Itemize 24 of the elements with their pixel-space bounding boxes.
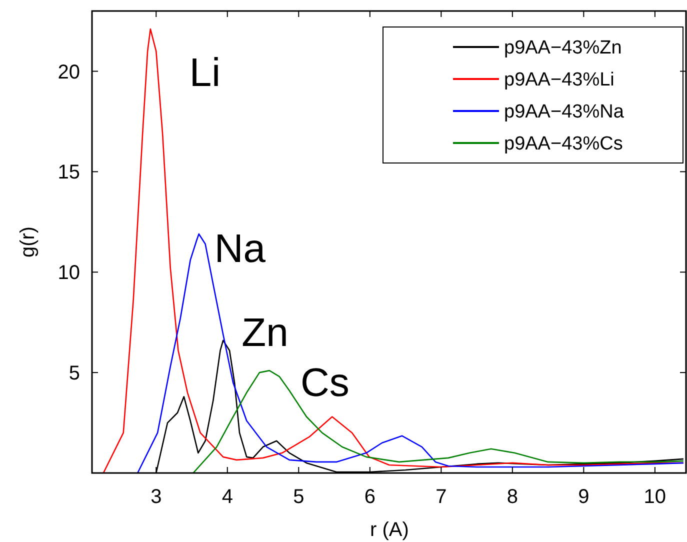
x-tick-label: 7 (436, 486, 447, 508)
legend-label: p9AA−43%Cs (504, 134, 623, 155)
x-tick-label: 4 (222, 486, 233, 508)
y-axis-title: g(r) (17, 226, 39, 258)
y-tick-label: 20 (58, 61, 80, 84)
y-tick-label: 5 (68, 362, 80, 385)
x-tick-label: 5 (293, 486, 304, 508)
y-tick-label: 10 (58, 262, 80, 284)
annotation: Na (214, 227, 266, 271)
line-series (136, 233, 684, 473)
x-tick-label: 9 (578, 486, 590, 508)
legend-label: p9AA−43%Li (504, 70, 614, 91)
x-tick-label: 8 (506, 486, 518, 508)
annotation: Li (189, 51, 221, 95)
y-tick-label: 15 (58, 162, 80, 184)
legend-label: p9AA−43%Zn (504, 38, 622, 59)
line-series (192, 370, 684, 473)
annotation: Zn (242, 311, 288, 355)
x-tick-label: 6 (364, 486, 376, 508)
x-tick-label: 3 (150, 486, 162, 508)
x-axis-title: r (A) (370, 519, 409, 541)
legend-label: p9AA−43%Na (504, 102, 624, 123)
x-tick-label: 10 (644, 486, 666, 508)
annotation: Cs (300, 361, 350, 405)
